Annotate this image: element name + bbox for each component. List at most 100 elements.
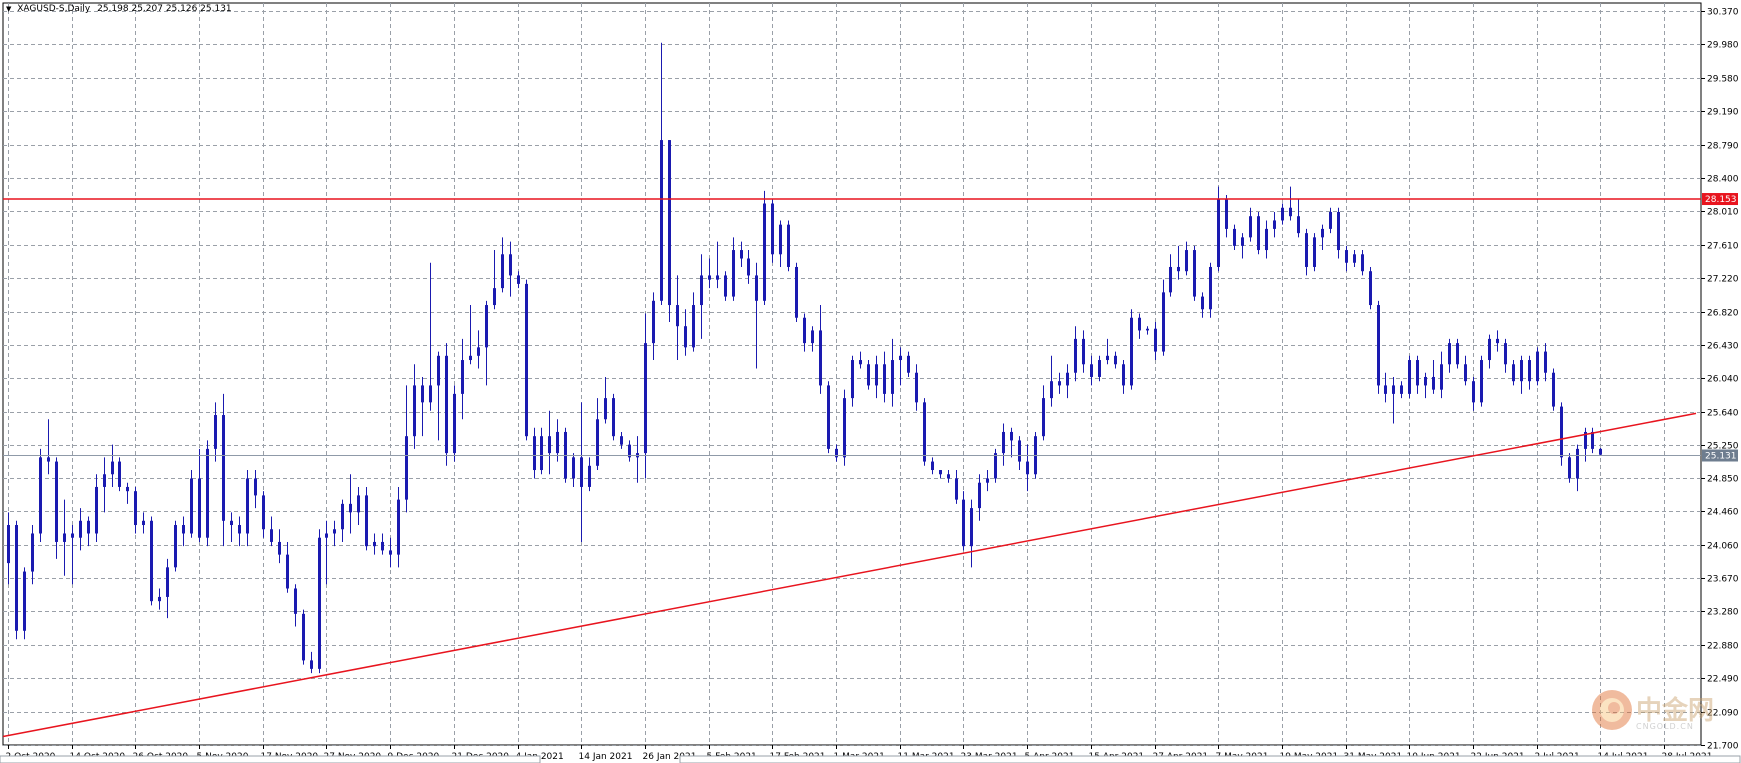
candle-body [1273,220,1276,229]
candle-body [254,478,257,496]
candle-body [1154,328,1157,352]
y-tick-label: 23.670 [1707,575,1739,585]
candle-body [1074,338,1077,373]
candle-body [357,495,360,513]
candle-body [740,250,743,259]
candle-body [883,364,886,394]
candle-body [811,330,814,344]
candle-body [604,398,607,420]
candle-body [525,283,528,437]
candle-body [1353,254,1356,263]
candle-body [1568,457,1571,479]
candle-body [755,275,758,301]
candle-body [915,372,918,403]
y-tick-label: 28.010 [1707,208,1739,218]
candle-body [501,254,504,289]
y-tick-label: 27.220 [1707,275,1739,285]
candle-body [596,419,599,466]
support-trendline[interactable] [2,412,1697,738]
candle-body [1193,250,1196,297]
y-tick-label: 28.400 [1707,175,1739,185]
candle-body [1528,360,1531,382]
candle-body [955,478,958,500]
candle-body [779,224,782,255]
candle-body [819,330,822,386]
candle-body [1201,296,1204,310]
candle-body [389,550,392,555]
candle-body [843,398,846,458]
candle-body [1576,448,1579,479]
candle-body [947,474,950,479]
candle-body [31,533,34,572]
candle-body [214,415,217,449]
resistance-price-label: 28.153 [1705,195,1737,205]
candle-body [158,596,161,602]
candle-body [907,355,910,373]
candle-body [318,537,321,669]
candle-body [1416,360,1419,386]
candle-body [222,415,225,521]
x-tick-label: 14 Jan 2021 [579,752,633,762]
candle-body [71,533,74,538]
y-tick-label: 23.280 [1707,608,1739,618]
bid-price-label: 25.131 [1705,452,1737,462]
candle-body [142,520,145,526]
candle-body [278,541,281,555]
candle-body [899,355,902,361]
candle-body [1329,211,1332,229]
candle-body [1504,343,1507,365]
candle-body [469,355,472,361]
y-tick-label: 29.580 [1707,75,1739,85]
candle-body [397,499,400,555]
candle-body [1377,305,1380,386]
candle-body [1392,385,1395,394]
candle-body [325,533,328,538]
candle-body [190,478,193,534]
candle-body [381,541,384,551]
candle-body [572,457,575,479]
candle-body [39,457,42,534]
candle-body [55,461,58,542]
candle-body [1313,237,1316,267]
candle-body [708,275,711,280]
y-tick-label: 28.790 [1707,142,1739,152]
y-tick-label: 24.060 [1707,542,1739,552]
candle-body [1305,233,1308,267]
candle-body [556,431,559,454]
candle-body [445,355,448,454]
candle-body [835,448,838,458]
candle-body [246,478,249,534]
dropdown-triangle-icon[interactable]: ▼ [6,5,12,13]
candle-body [668,140,671,306]
candle-body [1066,372,1069,386]
candle-body [986,478,989,483]
candle-body [1257,216,1260,251]
candle-body [1082,338,1085,365]
candle-body [676,305,679,327]
scrollbar-left[interactable] [0,755,541,763]
candle-body [827,385,830,449]
candle-body [1010,431,1013,441]
candle-body [15,525,18,631]
candle-body [540,436,543,471]
candle-body [1440,364,1443,390]
scrollbar-right[interactable] [679,755,1741,763]
y-tick-label: 26.820 [1707,309,1739,319]
candle-body [461,360,464,394]
candle-body [891,360,894,394]
candle-body [1584,431,1587,449]
candle-body [732,250,735,297]
ohlc-readout: 25.198 25.207 25.126 25.131 [97,4,232,14]
candle-body [365,495,368,547]
y-tick-label: 22.490 [1707,675,1739,685]
watermark-logo-icon [1592,690,1632,730]
candle-body [1249,216,1252,238]
candle-body [182,525,185,534]
candle-body [103,474,106,487]
y-tick-label: 24.850 [1707,475,1739,485]
candle-body [1130,317,1133,386]
candle-body [1002,431,1005,454]
candle-body [867,364,870,386]
